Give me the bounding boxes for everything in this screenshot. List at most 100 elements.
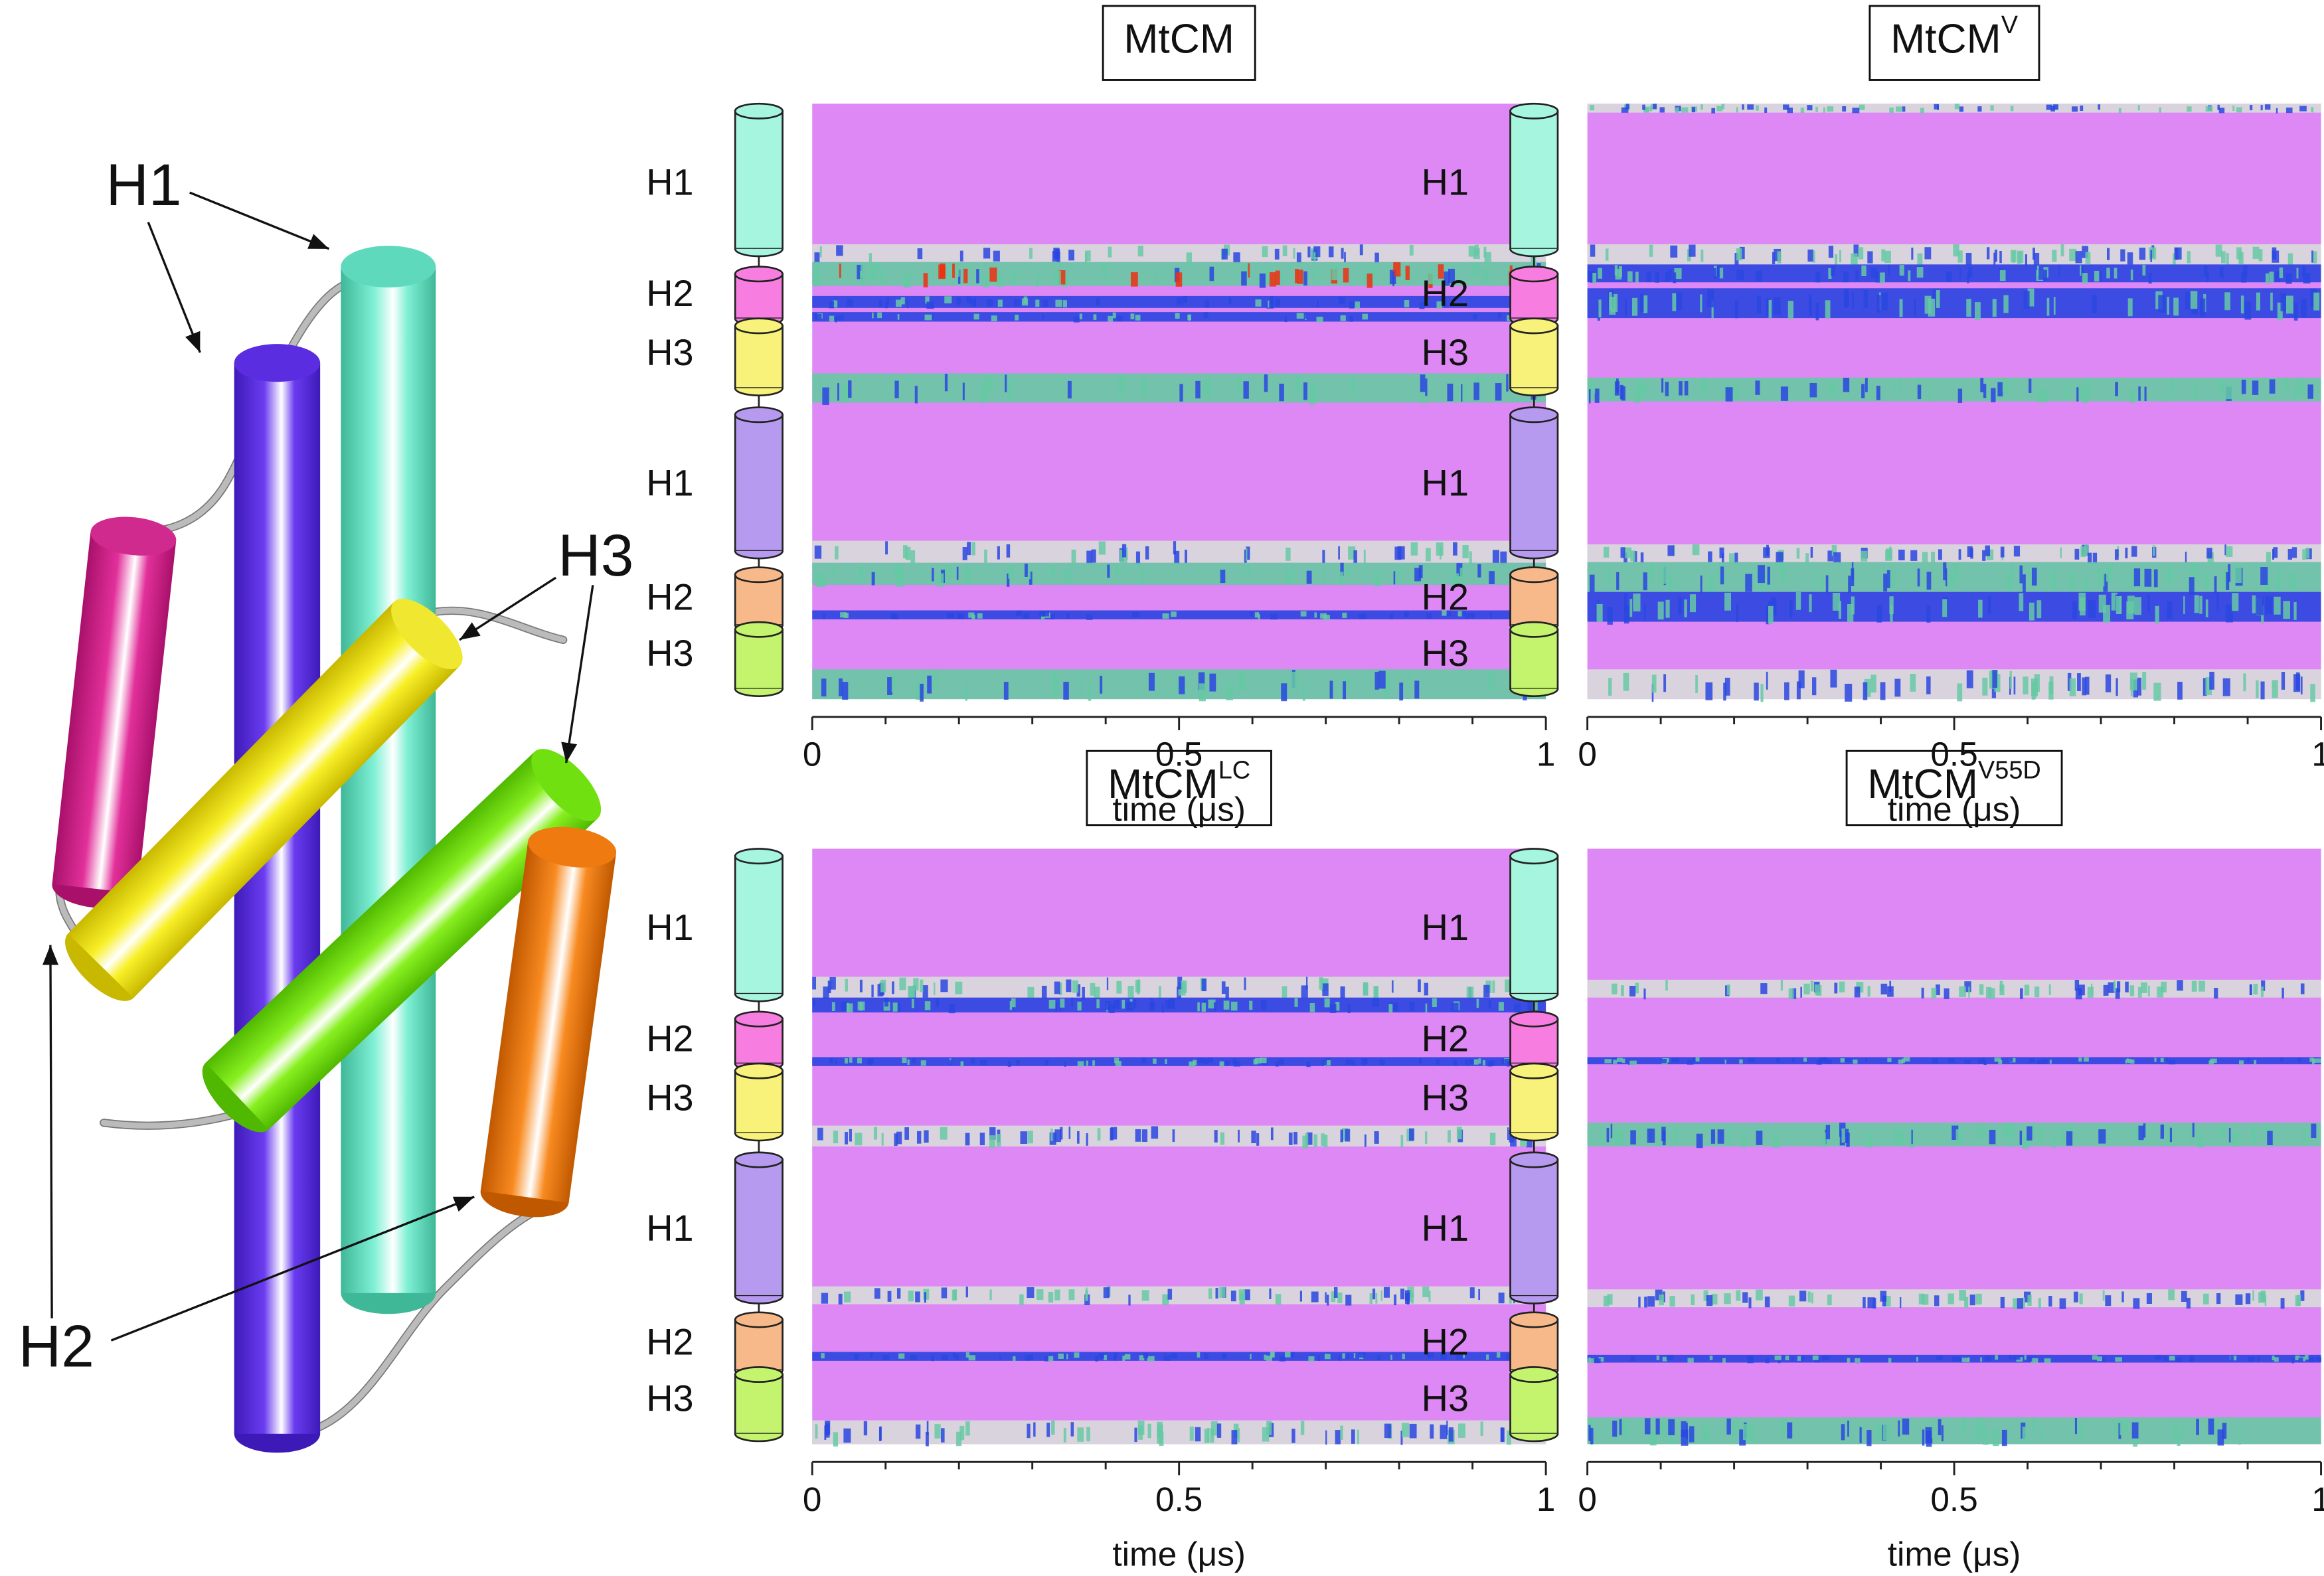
heatmap-noise <box>2012 250 2015 264</box>
helix-label: H1 <box>106 151 181 218</box>
heatmap-noise <box>2114 1419 2117 1436</box>
heatmap-noise <box>1668 1419 1675 1435</box>
helix-icon-cap <box>1509 566 1559 584</box>
heatmap-noise <box>1246 546 1250 560</box>
heatmap-noise <box>1063 682 1069 700</box>
helix-icon <box>734 414 784 552</box>
heatmap-noise <box>1086 614 1093 620</box>
heatmap-noise <box>1424 983 1429 996</box>
heatmap-noise <box>2264 1123 2268 1138</box>
heatmap-noise <box>1616 1130 1623 1144</box>
heatmap-noise <box>2232 1132 2239 1146</box>
heatmap-noise <box>1400 1431 1403 1445</box>
heatmap-noise <box>934 982 936 995</box>
heatmap-noise <box>1325 1292 1327 1303</box>
heatmap-noise <box>2300 983 2305 994</box>
heatmap-noise <box>2038 269 2044 280</box>
heatmap-noise <box>973 297 976 305</box>
heatmap-noise <box>1058 1353 1064 1359</box>
heatmap-noise <box>1379 1059 1385 1065</box>
heatmap-noise <box>1988 595 1991 614</box>
heatmap-noise <box>1729 553 1734 564</box>
heatmap-noise <box>874 262 880 277</box>
heatmap-noise <box>1303 271 1307 286</box>
heatmap-noise <box>1308 1356 1315 1362</box>
heatmap-noise <box>1219 1061 1224 1067</box>
heatmap-noise <box>1650 1129 1655 1143</box>
heatmap-noise <box>2130 1059 2135 1064</box>
heatmap-noise <box>2036 266 2039 277</box>
heatmap-noise <box>2082 273 2088 284</box>
heatmap-noise <box>2052 250 2057 262</box>
heatmap-noise <box>2046 297 2050 316</box>
heatmap-noise <box>1643 295 1648 313</box>
heatmap-noise <box>1463 1352 1465 1359</box>
heatmap-noise <box>1457 611 1462 617</box>
heatmap-noise <box>2224 292 2230 311</box>
heatmap-noise <box>1424 1131 1428 1144</box>
heatmap-noise <box>2084 1057 2089 1062</box>
heatmap-noise <box>1500 551 1507 565</box>
helix-icon-bottom <box>1509 248 1559 258</box>
heatmap-noise <box>2023 1291 2031 1302</box>
heatmap-noise <box>2267 1131 2273 1146</box>
heatmap-noise <box>2129 388 2135 403</box>
heatmap-noise <box>2224 544 2227 556</box>
heatmap-noise <box>1911 248 1914 260</box>
heatmap-noise <box>1440 546 1442 560</box>
heatmap-noise <box>1269 1288 1272 1299</box>
heatmap-noise <box>1766 298 1769 317</box>
heatmap-noise <box>2303 272 2311 284</box>
heatmap-noise <box>1137 246 1143 257</box>
heatmap-noise <box>849 1129 852 1142</box>
heatmap-noise <box>1865 1057 1868 1062</box>
heatmap-noise <box>989 267 997 282</box>
heatmap-noise <box>2254 1060 2257 1065</box>
heatmap-noise <box>2243 673 2246 692</box>
heatmap-noise <box>2215 244 2222 257</box>
heatmap-noise <box>1700 575 1702 593</box>
heatmap-noise <box>1266 1355 1272 1361</box>
helix-icon-bottom <box>1509 388 1559 397</box>
heatmap-noise <box>1288 1133 1293 1145</box>
heatmap-noise <box>1812 677 1817 696</box>
heatmap-noise <box>835 316 837 323</box>
heatmap-noise <box>1497 312 1501 319</box>
heatmap-noise <box>965 1287 968 1298</box>
heatmap-noise <box>1323 615 1330 621</box>
heatmap-noise <box>1219 1287 1226 1298</box>
heatmap-noise <box>1073 317 1080 323</box>
heatmap-noise <box>1176 680 1178 698</box>
heatmap-noise <box>1910 550 1918 561</box>
heatmap-noise <box>1787 301 1794 319</box>
heatmap-noise <box>2042 270 2048 281</box>
heatmap-noise <box>2272 1356 2275 1361</box>
heatmap-noise <box>2193 382 2198 398</box>
heatmap-noise <box>1055 299 1062 307</box>
heatmap-noise <box>1809 297 1812 316</box>
heatmap-noise <box>1112 312 1116 319</box>
heatmap-noise <box>1994 249 1997 262</box>
heatmap-noise <box>2300 676 2303 695</box>
heatmap-noise <box>1914 298 1916 317</box>
heatmap-noise <box>953 1289 957 1300</box>
heatmap-noise <box>1346 564 1351 578</box>
heatmap-noise <box>1395 571 1400 585</box>
heatmap-noise <box>837 315 844 321</box>
heatmap-noise <box>1830 669 1837 688</box>
heatmap-noise <box>1355 301 1360 309</box>
heatmap-noise <box>1708 551 1712 562</box>
heatmap-noise <box>2166 1132 2173 1146</box>
heatmap-noise <box>2173 297 2179 316</box>
heatmap-noise <box>1306 570 1312 584</box>
heatmap-noise <box>1028 1354 1034 1360</box>
heatmap-noise <box>2074 979 2080 991</box>
heatmap-stripe <box>812 1125 1546 1146</box>
heatmap-noise <box>2048 984 2051 995</box>
heatmap-noise <box>1237 376 1242 395</box>
row-label: H1 <box>646 906 693 948</box>
heatmap-noise <box>1964 981 1971 992</box>
heatmap-noise <box>1780 980 1784 991</box>
heatmap-noise <box>1899 299 1903 317</box>
